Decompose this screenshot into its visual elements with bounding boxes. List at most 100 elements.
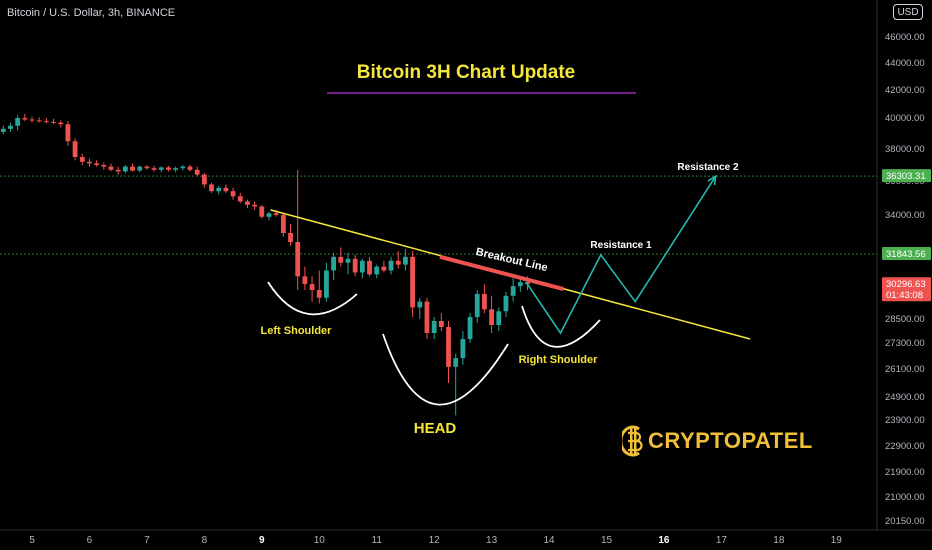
candle-body: [22, 118, 28, 120]
x-tick-label: 9: [259, 535, 265, 546]
candle-body: [8, 125, 13, 129]
y-tick-label: 34000.00: [885, 210, 925, 221]
candle-body: [223, 187, 229, 192]
candle-body: [316, 290, 322, 298]
candle-body: [467, 317, 473, 339]
candle-body: [43, 121, 49, 123]
y-tick-label: 38000.00: [885, 144, 925, 155]
x-tick-label: 7: [144, 535, 150, 546]
candle-body: [403, 256, 408, 265]
candle-body: [446, 327, 451, 367]
candle-body: [381, 266, 387, 271]
countdown-label: 01:43:08: [886, 290, 923, 301]
candle-body: [352, 258, 358, 273]
y-tick-label: 26100.00: [885, 364, 925, 375]
candle-body: [410, 256, 416, 308]
price-tag: [882, 277, 931, 302]
candle-body: [72, 141, 78, 157]
candle-body: [173, 168, 179, 170]
candle-body: [101, 165, 107, 167]
projection-path: [525, 175, 717, 335]
candle-body: [137, 166, 143, 171]
candle-body: [180, 166, 186, 169]
candle-body: [151, 168, 157, 170]
candle-body: [29, 119, 35, 121]
y-tick-label: 20150.00: [885, 516, 925, 527]
left-shoulder-label: Left Shoulder: [261, 325, 333, 337]
candle-body: [424, 301, 430, 333]
x-tick-label: 18: [773, 535, 785, 546]
candle-body: [295, 242, 301, 277]
candle-body: [431, 321, 437, 333]
candle-body: [395, 260, 401, 265]
candle-body: [460, 339, 466, 359]
y-tick-label: 28500.00: [885, 314, 925, 325]
y-tick-label: 42000.00: [885, 85, 925, 96]
price-tag-label: 36303.31: [886, 171, 926, 182]
x-tick-label: 12: [429, 535, 441, 546]
candle-body: [288, 233, 293, 242]
chart-title: Bitcoin 3H Chart Update: [356, 62, 576, 83]
candle-body: [252, 204, 258, 207]
candle-body: [58, 122, 64, 125]
candle-body: [194, 169, 200, 175]
candle-body: [130, 166, 135, 171]
candle-body: [158, 167, 164, 170]
x-tick-label: 17: [716, 535, 728, 546]
candle-body: [517, 282, 523, 287]
x-tick-label: 14: [543, 535, 555, 546]
candle-body: [503, 295, 509, 312]
bitcoin-logo-icon: [622, 425, 643, 457]
candle-body: [94, 163, 100, 165]
candle-body: [438, 321, 444, 327]
candle-body: [338, 256, 344, 263]
y-tick-label: 46000.00: [885, 32, 925, 43]
y-tick-label: 22900.00: [885, 441, 925, 452]
resistance-2-label: Resistance 2: [677, 162, 739, 173]
y-tick-label: 24900.00: [885, 392, 925, 403]
head-arc: [382, 333, 509, 406]
candle-body: [474, 293, 480, 318]
price-tag-label: 30296.63: [886, 279, 926, 290]
candle-body: [489, 309, 494, 325]
candle-body: [201, 174, 207, 185]
price-tag: [882, 169, 931, 183]
candle-body: [230, 191, 236, 197]
candle-body: [417, 301, 423, 308]
candle-body: [367, 260, 372, 275]
currency-badge[interactable]: USD: [893, 4, 923, 20]
x-tick-label: 16: [658, 535, 670, 546]
y-tick-label: 40000.00: [885, 113, 925, 124]
candle-body: [51, 121, 56, 123]
candle-body: [108, 166, 114, 170]
y-tick-label: 21900.00: [885, 467, 925, 478]
candle-body: [453, 358, 459, 367]
candle-body: [122, 166, 128, 172]
candle-body: [0, 128, 6, 132]
candle-body: [166, 167, 171, 170]
candle-body: [302, 276, 308, 285]
candle-body: [187, 166, 193, 170]
x-tick-label: 6: [87, 535, 93, 546]
projection-arrowhead: [707, 174, 717, 186]
x-tick-label: 19: [831, 535, 843, 546]
x-tick-label: 8: [202, 535, 208, 546]
x-tick-label: 13: [486, 535, 498, 546]
candle-body: [36, 120, 42, 122]
candle-body: [331, 256, 337, 271]
candle-body: [266, 213, 272, 217]
price-tag-label: 31843.56: [886, 249, 926, 260]
candle-body: [87, 161, 92, 164]
candle-body: [237, 196, 243, 202]
y-tick-label: 21000.00: [885, 492, 925, 503]
candle-body: [209, 184, 214, 192]
symbol-title: Bitcoin / U.S. Dollar, 3h, BINANCE: [7, 7, 176, 19]
right-shoulder-label: Right Shoulder: [519, 354, 599, 366]
candle-body: [115, 169, 121, 172]
right-shoulder-arc: [521, 305, 601, 348]
resistance-1-label: Resistance 1: [590, 240, 652, 251]
candle-body: [388, 260, 394, 271]
breakout-line-segment: [439, 254, 564, 291]
